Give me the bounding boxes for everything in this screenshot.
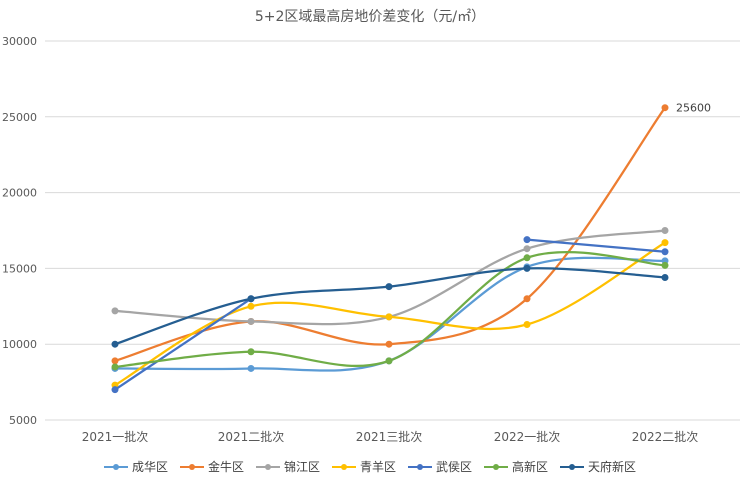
- data-point-4: [661, 248, 669, 256]
- data-point-6: [523, 264, 531, 272]
- y-tick-label: 10000: [2, 338, 37, 351]
- legend-label: 天府新区: [588, 460, 637, 474]
- y-tick-label: 25000: [2, 111, 37, 124]
- legend-item: 天府新区: [560, 458, 636, 475]
- legend-label: 金牛区: [207, 460, 244, 474]
- data-label: 25600: [676, 102, 711, 115]
- chart-title: 5+2区域最高房地价差变化（元/㎡）: [254, 9, 486, 25]
- x-tick-label: 2022二批次: [632, 429, 699, 444]
- x-tick-label: 2022一批次: [494, 429, 561, 444]
- data-point-6: [111, 340, 119, 348]
- data-point-3: [247, 302, 255, 310]
- data-point-5: [523, 254, 531, 262]
- legend-item: 高新区: [484, 458, 548, 475]
- legend-swatch: [408, 461, 432, 473]
- legend-swatch: [179, 461, 204, 473]
- series-line-4: [114, 297, 252, 391]
- legend-label: 武侯区: [436, 460, 473, 474]
- legend-item: 成华区: [103, 458, 168, 475]
- legend-label: 高新区: [512, 460, 549, 474]
- chart-legend: 成华区 金牛区 锦江区 青羊区 武侯区 高新区 天府新区: [0, 458, 740, 475]
- data-point-2: [523, 245, 531, 253]
- data-point-1: [661, 104, 669, 112]
- y-tick-label: 15000: [2, 262, 37, 275]
- y-tick-label: 5000: [9, 414, 37, 427]
- y-tick-label: 20000: [2, 187, 37, 200]
- legend-label: 锦江区: [283, 460, 320, 474]
- x-tick-label: 2021一批次: [82, 429, 149, 444]
- data-point-6: [247, 295, 255, 303]
- legend-item: 青羊区: [331, 458, 396, 475]
- data-point-2: [247, 317, 255, 325]
- legend-label: 成华区: [131, 460, 168, 474]
- series-line-1: [114, 107, 666, 362]
- data-point-4: [111, 386, 119, 394]
- y-tick-label: 30000: [2, 35, 37, 48]
- data-point-5: [111, 363, 119, 371]
- legend-swatch: [484, 461, 509, 473]
- legend-swatch: [560, 461, 585, 473]
- data-point-5: [661, 261, 669, 269]
- data-point-1: [111, 357, 119, 365]
- data-point-6: [661, 273, 669, 281]
- legend-item: 金牛区: [179, 458, 244, 475]
- data-point-6: [385, 283, 393, 291]
- legend-swatch: [331, 461, 356, 473]
- data-point-1: [385, 340, 393, 348]
- data-point-1: [523, 295, 531, 303]
- data-point-4: [523, 236, 531, 244]
- series-line-4: [526, 238, 666, 253]
- legend-label: 青羊区: [359, 460, 396, 474]
- data-point-5: [385, 357, 393, 365]
- data-point-0: [247, 364, 255, 372]
- data-point-5: [247, 348, 255, 356]
- legend-item: 锦江区: [255, 458, 320, 475]
- data-point-3: [523, 320, 531, 328]
- legend-swatch: [255, 461, 280, 473]
- x-tick-label: 2021二批次: [218, 429, 285, 444]
- legend-swatch: [103, 461, 128, 473]
- data-point-2: [111, 307, 119, 315]
- data-point-3: [385, 313, 393, 321]
- data-point-3: [661, 239, 669, 247]
- legend-item: 武侯区: [408, 458, 472, 475]
- data-point-2: [661, 227, 669, 234]
- x-tick-label: 2021三批次: [356, 429, 423, 444]
